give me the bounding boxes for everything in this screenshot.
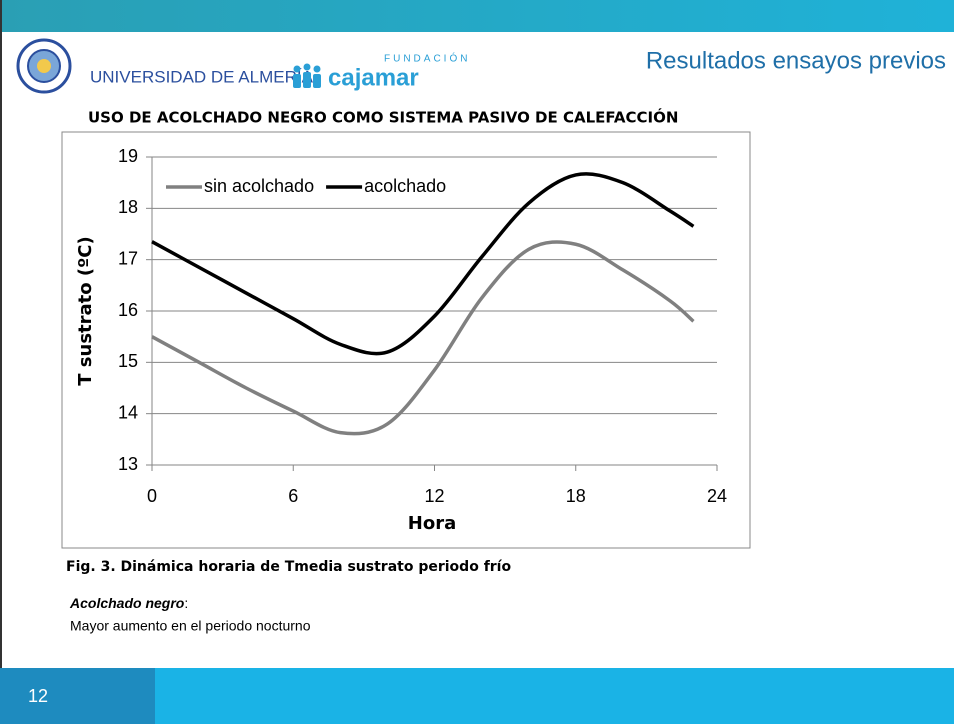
university-name: UNIVERSIDAD DE ALMERÍA xyxy=(90,67,314,86)
x-tick-label: 0 xyxy=(147,486,157,506)
bottom-bar xyxy=(0,668,954,724)
slide-title: Resultados ensayos previos xyxy=(646,47,946,74)
chart-frame xyxy=(61,131,751,549)
foundation-label: FUNDACIÓN xyxy=(384,52,470,65)
x-tick-label: 12 xyxy=(424,486,444,506)
note-text: Mayor aumento en el periodo nocturno xyxy=(70,618,311,634)
note-heading: Acolchado negro xyxy=(69,595,185,611)
slide-number-box xyxy=(0,668,155,724)
foundation-name: cajamar xyxy=(328,64,419,91)
series-line xyxy=(151,172,695,356)
university-seal xyxy=(16,38,72,94)
y-tick-label: 18 xyxy=(118,197,138,217)
figure-caption: Fig. 3. Dinámica horaria de Tmedia sustr… xyxy=(66,559,511,575)
y-tick-label: 17 xyxy=(118,248,138,268)
series-line xyxy=(151,240,695,436)
y-tick-label: 15 xyxy=(118,351,138,371)
cajamar-icon xyxy=(293,63,321,88)
x-tick-label: 18 xyxy=(566,486,586,506)
y-tick-label: 19 xyxy=(118,146,138,166)
plot: 13 14 15 16 17 18 19 0 6 12 18 24 sin acolchado acolc… xyxy=(118,146,727,506)
top-bar xyxy=(0,0,954,32)
note-heading-line: Acolchado negro: xyxy=(69,595,188,611)
legend-label: acolchado xyxy=(364,176,446,196)
y-axis-label: T sustrato (ºC) xyxy=(75,236,96,385)
x-axis-label: Hora xyxy=(408,513,456,534)
y-tick-label: 13 xyxy=(118,454,138,474)
legend-label: sin acolchado xyxy=(204,176,314,196)
y-tick-label: 16 xyxy=(118,300,138,320)
note-punct: : xyxy=(184,595,188,611)
x-tick-label: 6 xyxy=(288,486,298,506)
x-tick-label: 24 xyxy=(707,486,727,506)
chart-title: USO DE ACOLCHADO NEGRO COMO SISTEMA PASI… xyxy=(88,108,678,127)
slide-number: 12 xyxy=(28,686,48,706)
y-tick-label: 14 xyxy=(118,402,138,422)
